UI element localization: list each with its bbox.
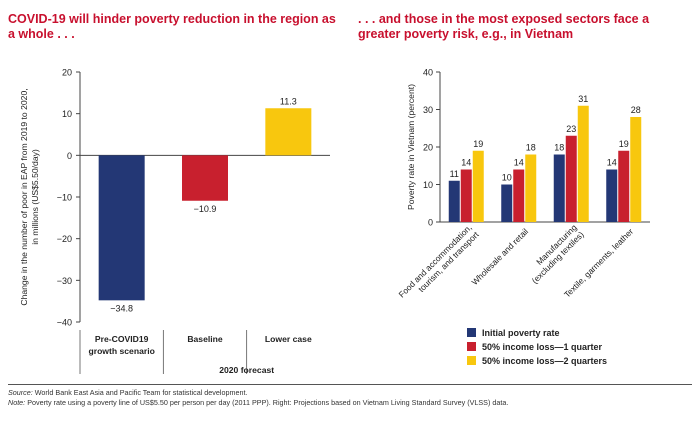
right-bar — [501, 184, 513, 222]
right-category-label: Food and accommodation,tourism, and tran… — [396, 222, 481, 307]
right-category-label: Wholesale and retail — [469, 226, 530, 287]
left-group-label: 2020 forecast — [219, 365, 274, 375]
right-category-label: Manufacturing(excluding textiles) — [523, 222, 586, 285]
right-bar-value-label: 18 — [526, 143, 536, 153]
legend-label: Initial poverty rate — [482, 328, 560, 338]
right-bar — [460, 169, 472, 222]
legend-label: 50% income loss—1 quarter — [482, 342, 603, 352]
right-bar — [565, 135, 577, 222]
right-bar-value-label: 11 — [450, 169, 459, 179]
right-y-tick-label: 10 — [423, 180, 433, 190]
left-category-label: Pre-COVID19 growth scenario — [88, 334, 154, 356]
left-y-tick-label: 20 — [62, 68, 72, 78]
right-bar-value-label: 10 — [502, 173, 512, 183]
right-y-tick-label: 20 — [423, 143, 433, 153]
right-bar-value-label: 14 — [514, 158, 524, 168]
left-category-label: Lower case — [265, 334, 312, 344]
right-bar-value-label: 14 — [607, 158, 617, 168]
source-line: Source: World Bank East Asia and Pacific… — [8, 388, 692, 398]
left-y-tick-label: −20 — [57, 234, 72, 244]
left-y-tick-label: −10 — [57, 193, 72, 203]
left-y-tick-label: −30 — [57, 276, 72, 286]
right-bar-value-label: 19 — [473, 139, 483, 149]
left-bar-value-label: −10.9 — [194, 204, 217, 214]
left-bar — [265, 108, 312, 156]
left-bar — [182, 155, 228, 201]
right-bar-value-label: 19 — [619, 139, 629, 149]
left-category-label: Baseline — [187, 334, 223, 344]
right-bar — [513, 169, 525, 222]
left-y-tick-label: 0 — [67, 151, 72, 161]
left-bar-value-label: 11.3 — [280, 96, 297, 106]
left-bar-value-label: −34.8 — [110, 303, 133, 313]
legend-swatch — [467, 342, 476, 351]
right-chart-title: . . . and those in the most exposed sect… — [358, 12, 650, 41]
footer-notes: Source: World Bank East Asia and Pacific… — [8, 388, 692, 408]
right-y-tick-label: 0 — [428, 218, 433, 228]
note-line: Note: Poverty rate using a poverty line … — [8, 398, 692, 408]
right-bar-value-label: 28 — [631, 105, 641, 115]
left-y-tick-label: −40 — [57, 318, 72, 328]
source-text: World Bank East Asia and Pacific Team fo… — [34, 388, 248, 397]
right-bar — [553, 154, 565, 222]
note-label: Note: — [8, 398, 26, 407]
right-y-tick-label: 30 — [423, 105, 433, 115]
right-bar-value-label: 18 — [554, 143, 564, 153]
right-bar — [472, 150, 484, 222]
right-bar — [618, 150, 630, 222]
right-bar-value-label: 23 — [566, 124, 576, 134]
right-bar-value-label: 31 — [578, 94, 588, 104]
right-bar — [448, 180, 460, 222]
right-bar — [606, 169, 618, 222]
right-y-axis-label: Poverty rate in Vietnam (percent) — [406, 84, 416, 210]
source-label: Source: — [8, 388, 33, 397]
right-bar-value-label: 14 — [461, 158, 471, 168]
right-bar — [577, 105, 589, 222]
legend-swatch — [467, 356, 476, 365]
footer-divider — [8, 384, 692, 385]
right-y-tick-label: 40 — [423, 68, 433, 78]
right-category-label: Textile, garments, leather — [562, 226, 635, 299]
left-chart: 20 10 0 −10 −20 −30 −40 Change in the number of… — [19, 68, 330, 375]
left-chart-title: COVID-19 will hinder poverty reduction i… — [8, 12, 336, 41]
legend-label: 50% income loss—2 quarters — [482, 356, 607, 366]
legend-swatch — [467, 328, 476, 337]
left-y-axis-label: Change in the number of poor in EAP from… — [19, 88, 40, 305]
right-bar — [630, 117, 642, 222]
left-bar — [98, 155, 145, 301]
note-text: Poverty rate using a poverty line of US$… — [27, 398, 509, 407]
left-y-tick-label: 10 — [62, 109, 72, 119]
right-bar — [525, 154, 537, 222]
